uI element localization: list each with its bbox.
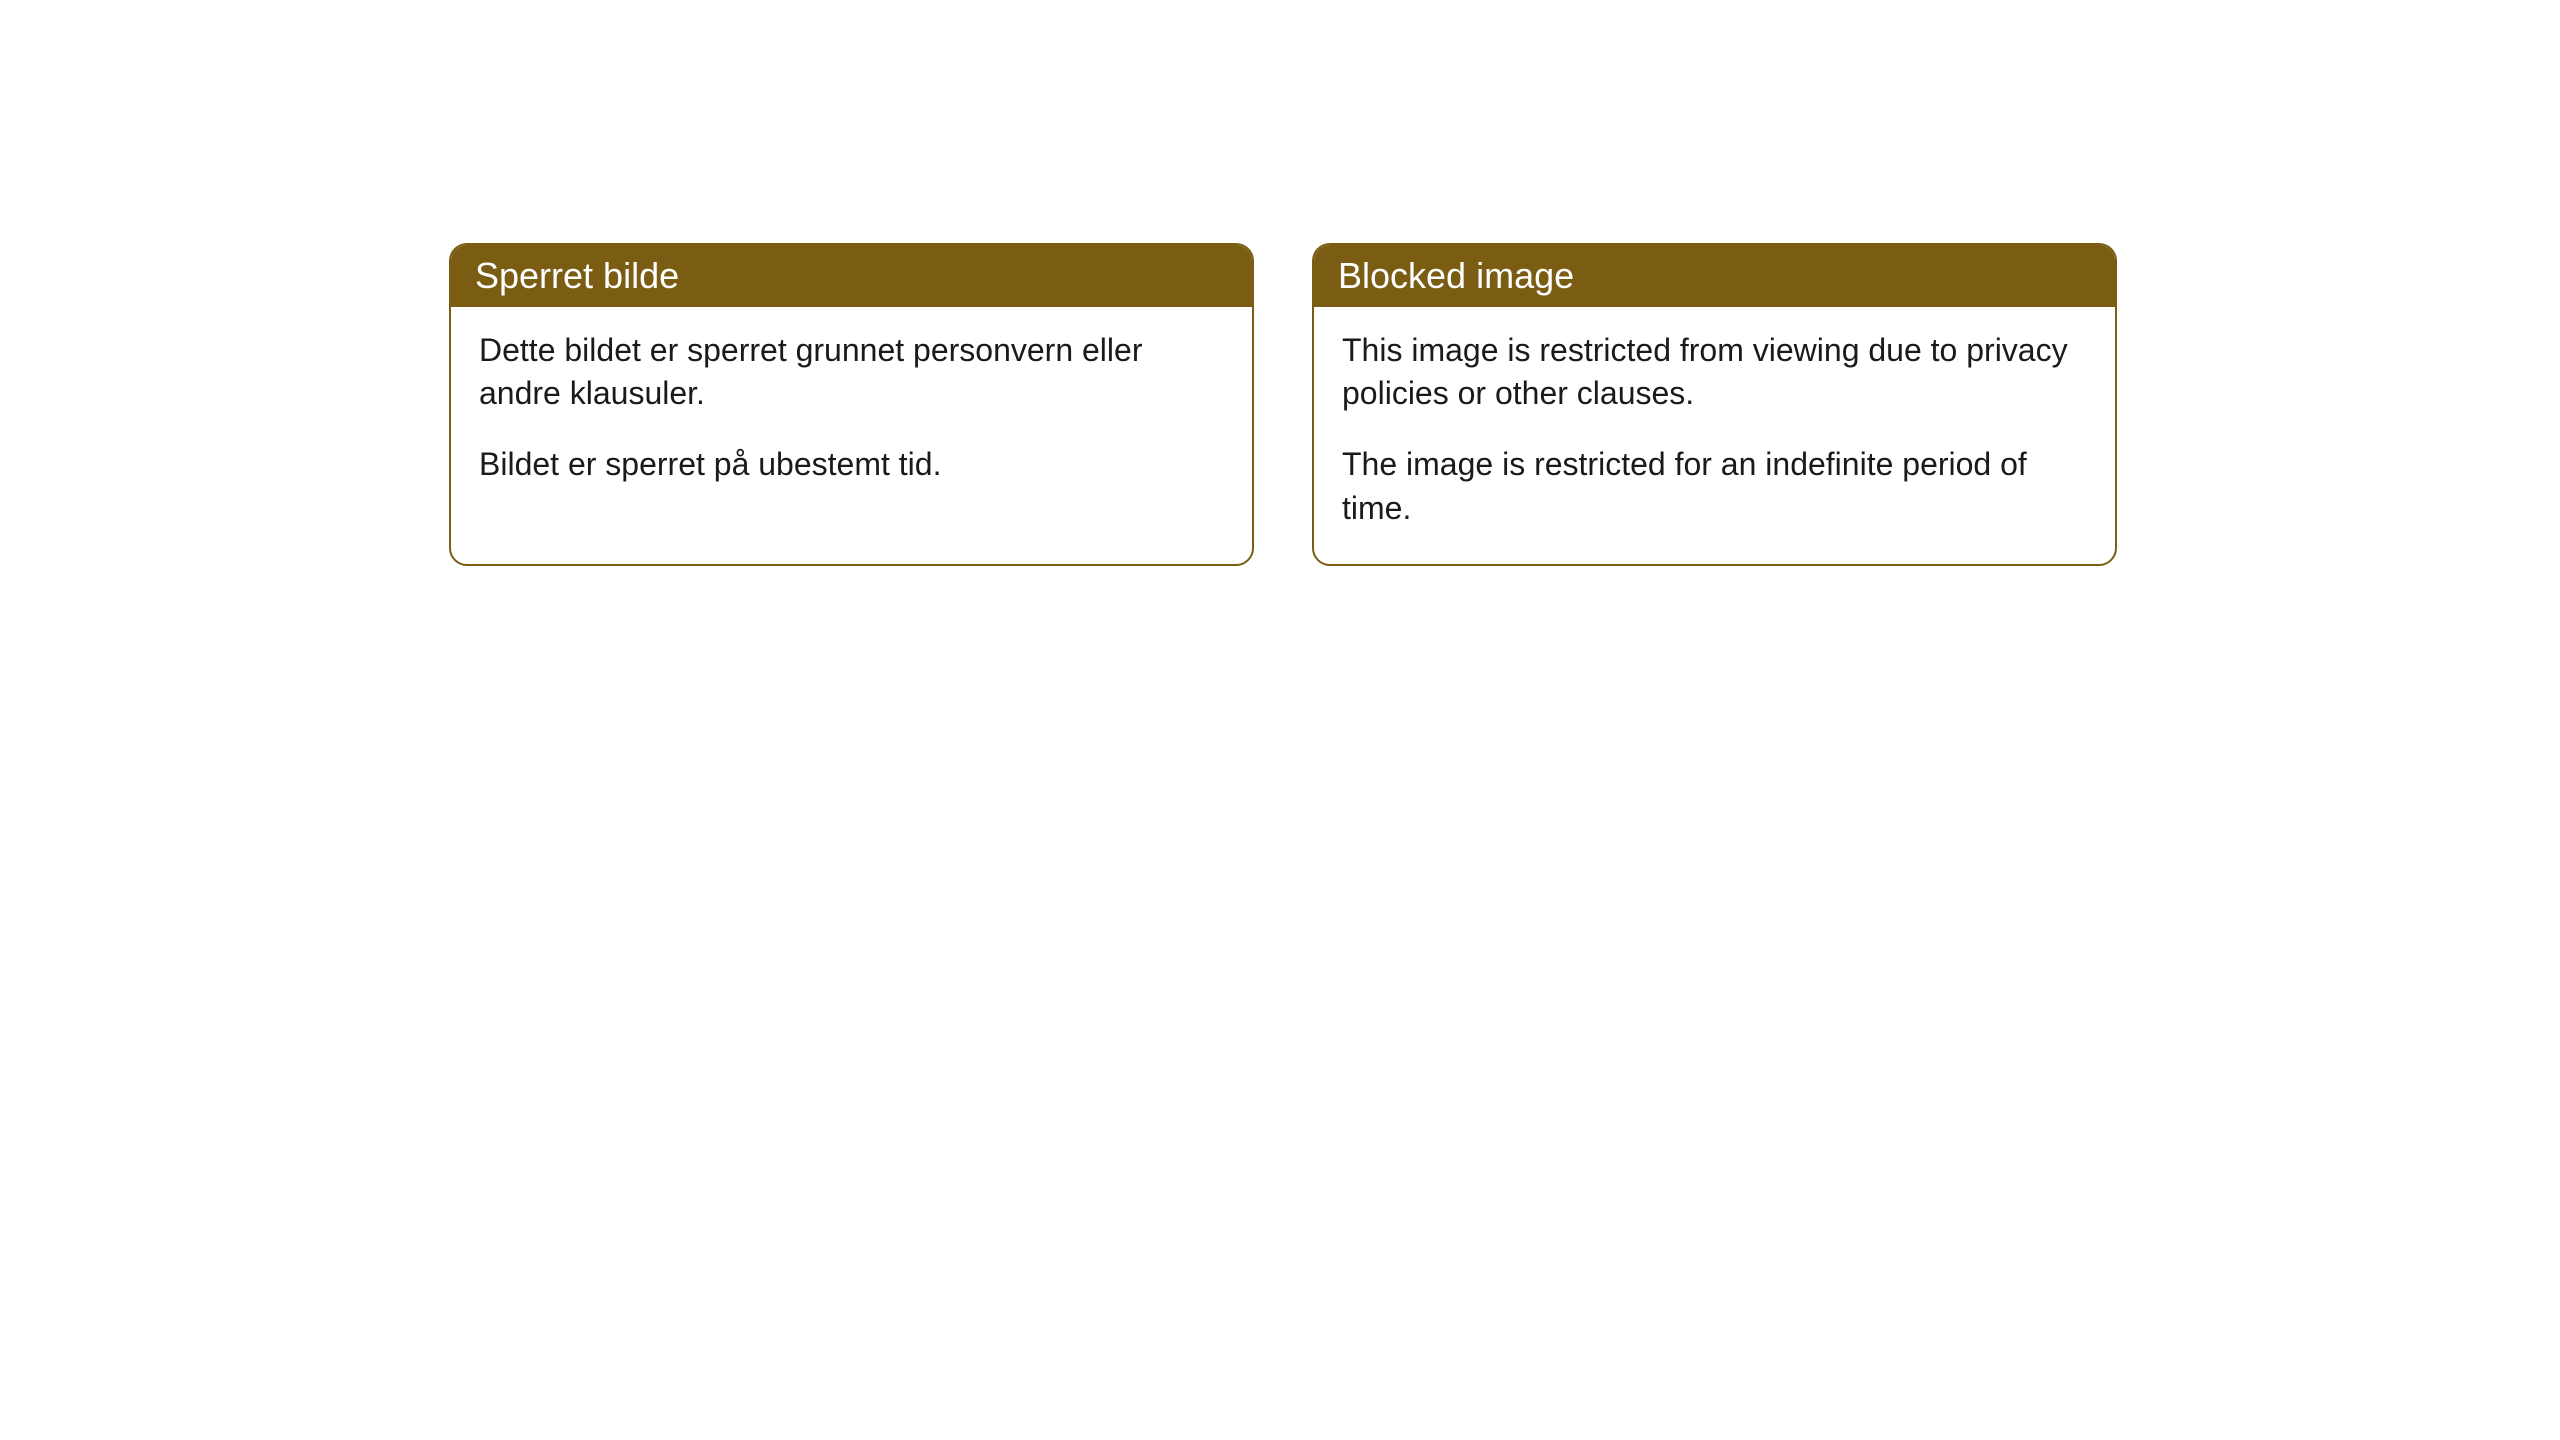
card-header: Sperret bilde (451, 245, 1252, 307)
notice-container: Sperret bilde Dette bildet er sperret gr… (0, 0, 2560, 566)
card-body: This image is restricted from viewing du… (1314, 307, 2115, 564)
card-paragraph-2: Bildet er sperret på ubestemt tid. (479, 443, 1224, 486)
card-body: Dette bildet er sperret grunnet personve… (451, 307, 1252, 521)
notice-card-norwegian: Sperret bilde Dette bildet er sperret gr… (449, 243, 1254, 566)
card-paragraph-2: The image is restricted for an indefinit… (1342, 443, 2087, 529)
card-paragraph-1: Dette bildet er sperret grunnet personve… (479, 329, 1224, 415)
card-title: Sperret bilde (475, 255, 679, 296)
card-title: Blocked image (1338, 255, 1574, 296)
card-paragraph-1: This image is restricted from viewing du… (1342, 329, 2087, 415)
card-header: Blocked image (1314, 245, 2115, 307)
notice-card-english: Blocked image This image is restricted f… (1312, 243, 2117, 566)
